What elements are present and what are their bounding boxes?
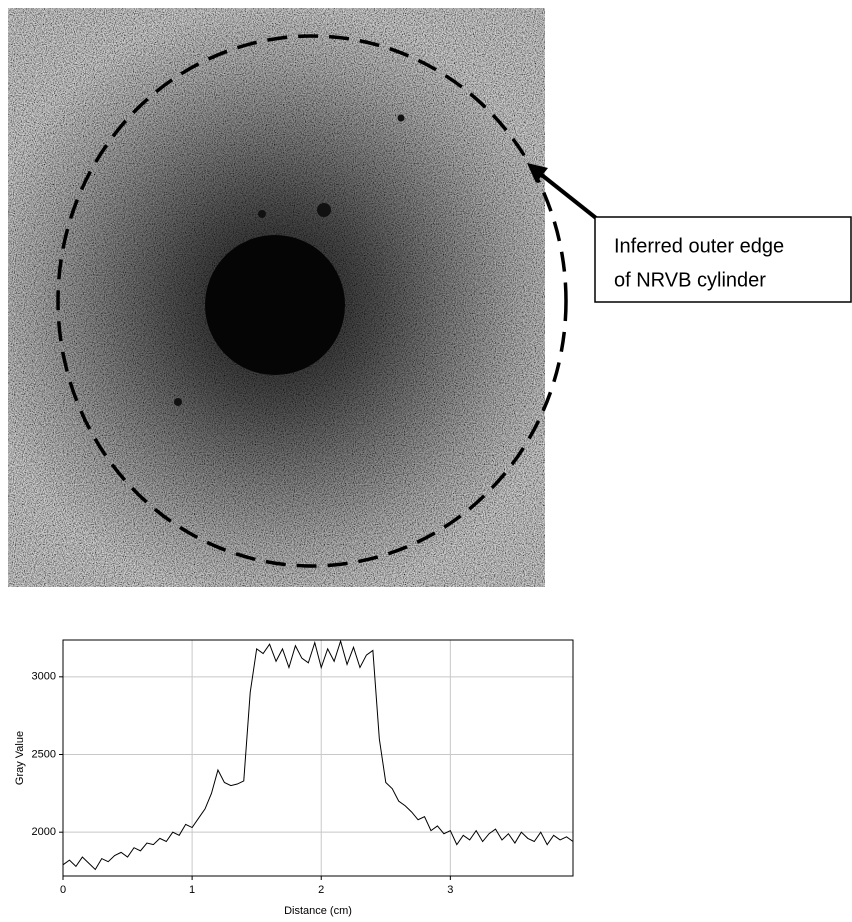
arrow-head bbox=[527, 163, 548, 183]
x-tick-label: 1 bbox=[189, 884, 195, 896]
x-tick-label: 2 bbox=[318, 884, 324, 896]
profile-chart: 0 1 2 3 2000 2500 3000 Distance (cm) Gray Value bbox=[14, 639, 574, 917]
annotation-line: Inferred outer edge bbox=[614, 235, 784, 257]
x-axis-label: Distance (cm) bbox=[284, 905, 352, 917]
plot-frame bbox=[62, 639, 574, 877]
y-tick-label: 2000 bbox=[32, 826, 56, 838]
y-axis-label: Gray Value bbox=[14, 731, 26, 785]
radiograph bbox=[8, 8, 545, 587]
y-tick-label: 2500 bbox=[32, 748, 56, 760]
profile-line bbox=[62, 639, 574, 871]
y-tick-label: 3000 bbox=[32, 671, 56, 683]
plot-area bbox=[63, 640, 573, 876]
annotation-line: of NRVB cylinder bbox=[614, 269, 766, 291]
x-tick-label: 3 bbox=[447, 884, 453, 896]
dashed-outline bbox=[56, 34, 568, 568]
arrow bbox=[536, 170, 598, 220]
annotation-box bbox=[594, 216, 852, 303]
x-tick-label: 0 bbox=[60, 884, 66, 896]
